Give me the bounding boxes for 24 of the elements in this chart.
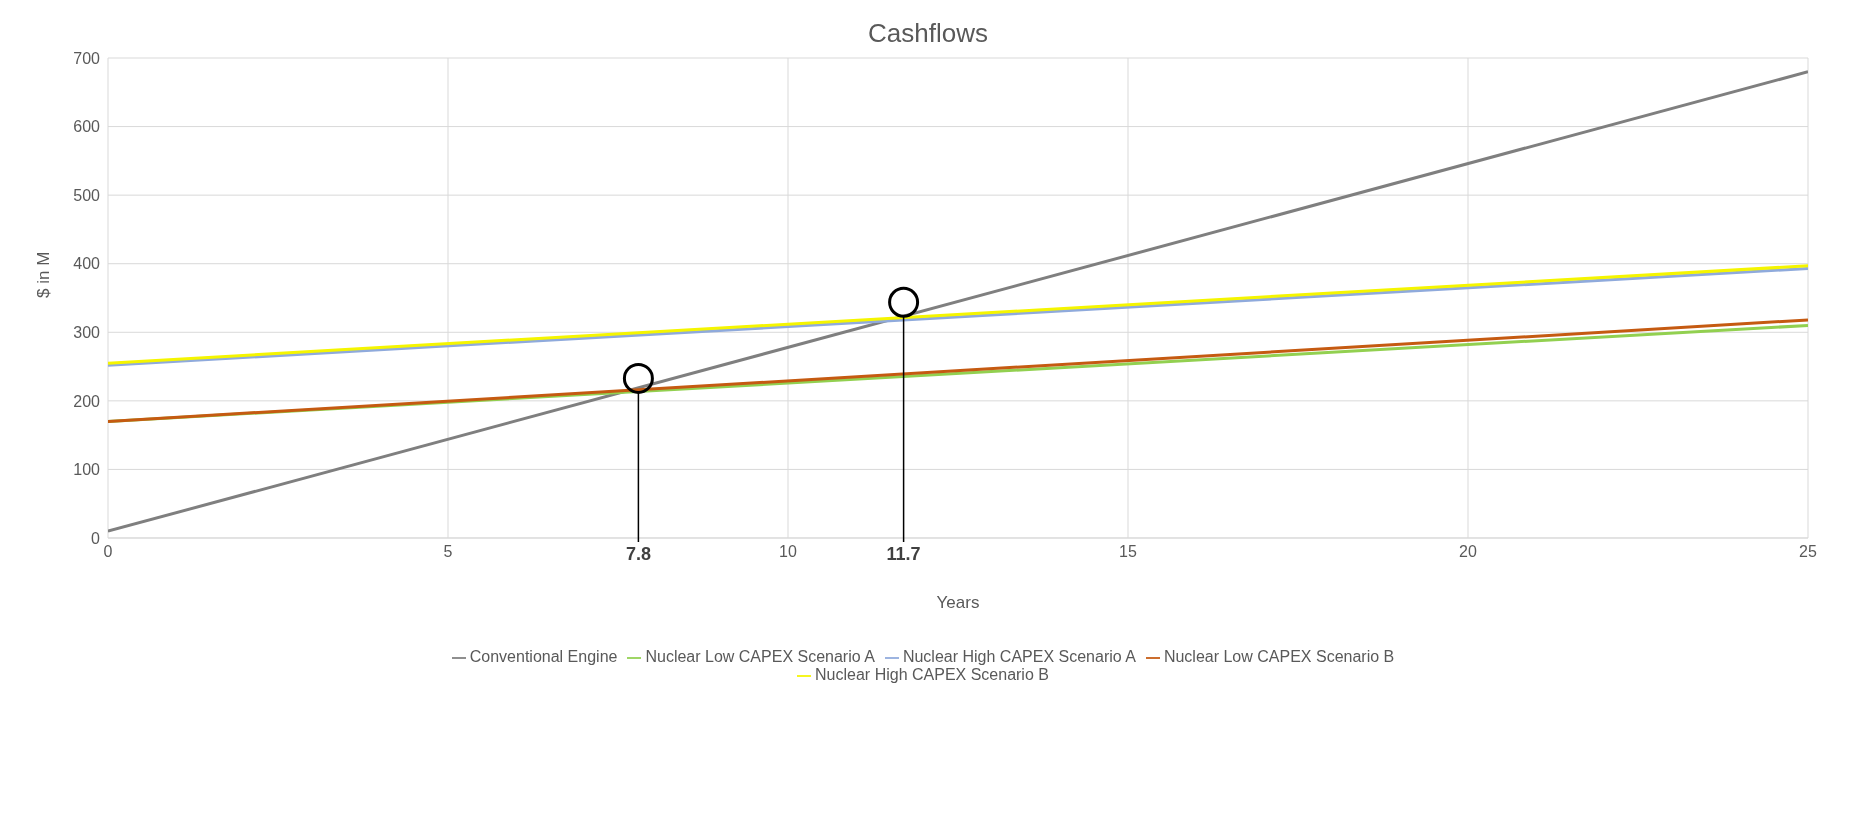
x-axis-title: Years [936,593,980,612]
y-axis-title: $ in M [34,251,54,298]
y-tick-label: 200 [73,392,101,410]
y-tick-label: 600 [73,118,101,136]
legend-label: Nuclear High CAPEX Scenario B [815,666,1049,683]
x-tick-label: 15 [1119,543,1137,561]
legend-label: Conventional Engine [469,648,618,665]
ref-line-label: 11.7 [886,544,921,564]
legend-label: Nuclear Low CAPEX Scenario A [645,648,875,665]
x-tick-label: 0 [103,543,113,561]
ref-line-label: 7.8 [625,544,651,564]
x-tick-label: 5 [443,543,453,561]
y-tick-label: 500 [73,186,101,204]
x-tick-label: 20 [1459,543,1477,561]
x-tick-label: 25 [1799,543,1817,561]
legend-label: Nuclear Low CAPEX Scenario B [1163,648,1395,665]
x-tick-label: 10 [779,543,797,561]
y-tick-label: 300 [73,323,101,341]
y-tick-label: 0 [91,529,101,547]
legend-label: Nuclear High CAPEX Scenario A [902,648,1136,665]
y-tick-label: 100 [73,461,101,479]
y-tick-label: 700 [73,49,101,67]
y-tick-label: 400 [73,255,101,273]
chart-title: Cashflows [867,18,989,49]
